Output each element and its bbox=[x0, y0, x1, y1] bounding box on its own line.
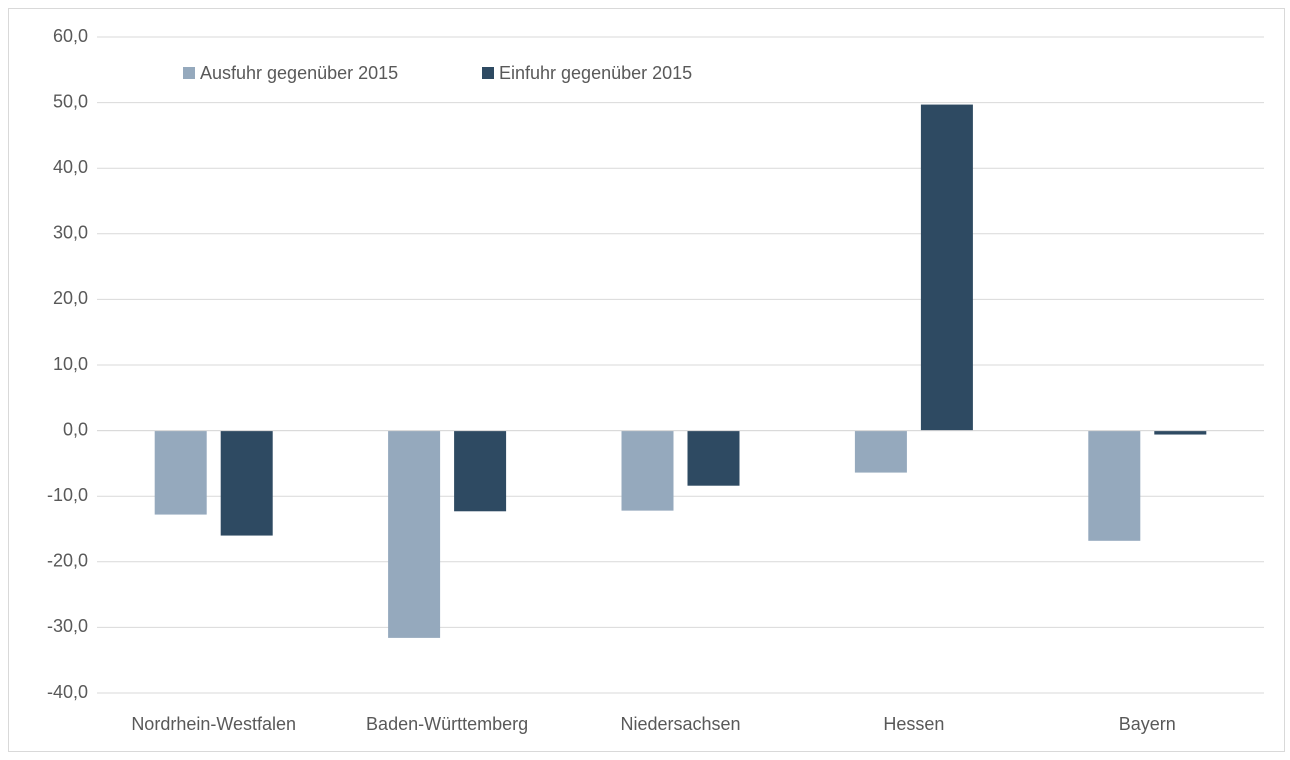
legend-label: Ausfuhr gegenüber 2015 bbox=[200, 63, 398, 83]
bar bbox=[920, 104, 973, 431]
y-tick-label: -40,0 bbox=[47, 682, 88, 702]
x-tick-label: Baden-Württemberg bbox=[366, 714, 528, 734]
y-tick-label: 20,0 bbox=[53, 288, 88, 308]
bar bbox=[154, 430, 207, 515]
chart-frame bbox=[8, 8, 1285, 752]
bar bbox=[621, 430, 674, 511]
y-tick-label: -30,0 bbox=[47, 616, 88, 636]
y-tick-label: -10,0 bbox=[47, 485, 88, 505]
bar bbox=[854, 430, 907, 473]
x-tick-label: Hessen bbox=[883, 714, 944, 734]
legend-swatch bbox=[183, 67, 195, 79]
y-tick-label: 10,0 bbox=[53, 354, 88, 374]
y-tick-label: 50,0 bbox=[53, 91, 88, 111]
bar bbox=[220, 430, 273, 536]
y-tick-label: 40,0 bbox=[53, 157, 88, 177]
legend-swatch bbox=[482, 67, 494, 79]
bar bbox=[454, 430, 507, 512]
bar bbox=[1154, 430, 1207, 435]
x-tick-label: Bayern bbox=[1119, 714, 1176, 734]
bar bbox=[1088, 430, 1141, 541]
y-tick-label: -20,0 bbox=[47, 551, 88, 571]
legend-label: Einfuhr gegenüber 2015 bbox=[499, 63, 692, 83]
bar bbox=[687, 430, 740, 486]
y-tick-label: 0,0 bbox=[63, 419, 88, 439]
x-tick-label: Nordrhein-Westfalen bbox=[131, 714, 296, 734]
y-tick-label: 60,0 bbox=[53, 26, 88, 46]
x-tick-label: Niedersachsen bbox=[620, 714, 740, 734]
y-tick-label: 30,0 bbox=[53, 223, 88, 243]
bar bbox=[388, 430, 441, 638]
